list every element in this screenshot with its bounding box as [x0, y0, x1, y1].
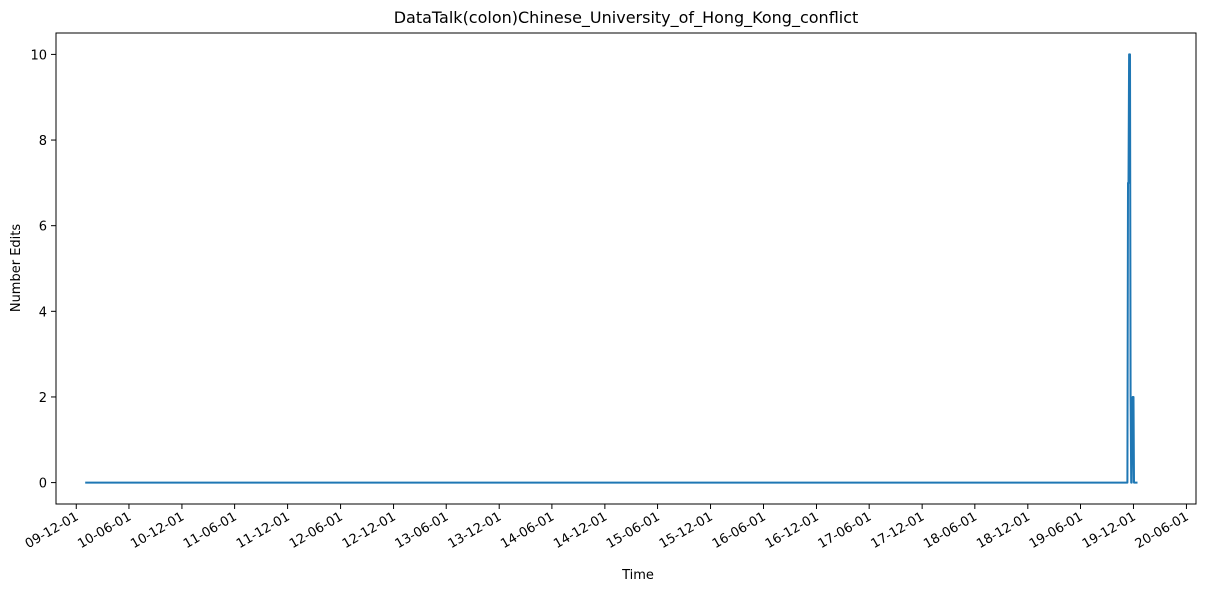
x-tick-label: 14-06-01 [498, 509, 557, 551]
y-tick-label: 8 [39, 134, 47, 149]
x-tick-label: 13-12-01 [446, 509, 505, 551]
y-axis-label: Number Edits [9, 224, 24, 313]
x-tick-label: 10-06-01 [75, 509, 134, 551]
x-tick-label: 10-12-01 [128, 509, 187, 551]
plot-area [55, 32, 1197, 505]
chart-title: DataTalk(colon)Chinese_University_of_Hon… [394, 8, 859, 28]
x-tick-label: 13-06-01 [393, 509, 452, 551]
x-tick-label: 09-12-01 [23, 509, 82, 551]
x-tick-label: 17-06-01 [816, 509, 875, 551]
x-tick-label: 16-06-01 [710, 509, 769, 551]
x-tick-label: 16-12-01 [763, 509, 822, 551]
x-tick-label: 19-12-01 [1080, 509, 1139, 551]
x-axis: 09-12-0110-06-0110-12-0111-06-0111-12-01… [23, 504, 1192, 552]
x-tick-label: 12-12-01 [340, 509, 399, 551]
y-tick-label: 10 [30, 48, 47, 63]
x-tick-label: 18-12-01 [974, 509, 1033, 551]
x-tick-label: 19-06-01 [1027, 509, 1086, 551]
x-tick-label: 20-06-01 [1133, 509, 1192, 551]
y-tick-label: 4 [39, 305, 47, 320]
plot-frame [55, 32, 1197, 505]
y-tick-label: 6 [39, 220, 47, 235]
x-axis-label: Time [621, 568, 654, 583]
x-tick-label: 17-12-01 [868, 509, 927, 551]
x-tick-label: 11-12-01 [234, 509, 293, 551]
x-tick-label: 15-06-01 [604, 509, 663, 551]
y-axis: 0 2 4 6 8 10 [30, 48, 56, 492]
x-tick-label: 12-06-01 [287, 509, 346, 551]
x-tick-label: 11-06-01 [181, 509, 240, 551]
x-tick-label: 15-12-01 [657, 509, 716, 551]
x-tick-label: 14-12-01 [551, 509, 610, 551]
y-tick-label: 0 [39, 477, 47, 492]
x-tick-label: 18-06-01 [921, 509, 980, 551]
y-tick-label: 2 [39, 391, 47, 406]
series-line [85, 53, 1138, 484]
